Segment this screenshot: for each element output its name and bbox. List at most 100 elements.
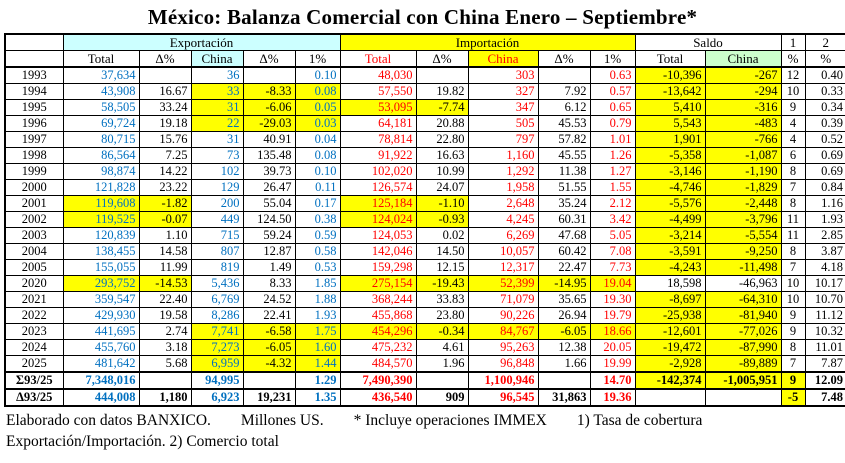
cell-exp-delta1: 16.67	[138, 83, 192, 100]
cell-saldo-china: -1,005,951	[704, 371, 782, 390]
cell-exp-total: 37,634	[62, 66, 140, 84]
cell-saldo-total: -4,499	[634, 211, 706, 228]
group-header-row: Exportación Importación Saldo 1 2	[4, 33, 845, 51]
cell-imp-delta1: -0.34	[415, 323, 469, 340]
cell-ratio-1: 7	[780, 355, 806, 373]
cell-saldo-china: -81,940	[704, 307, 782, 324]
cell-exp-china: 6,923	[190, 388, 244, 407]
cell-imp-delta2: 47.68	[537, 227, 591, 244]
cell-ratio-2: 0.34	[804, 99, 845, 116]
cell-imp-delta1: 20.88	[415, 115, 469, 132]
cell-imp-delta1: 22.80	[415, 131, 469, 148]
imp-pct-header: 1%	[589, 50, 636, 68]
cell-exp-china: 5,436	[190, 275, 244, 292]
cell-imp-china: 84,767	[467, 323, 539, 340]
cell-saldo-total: -19,472	[634, 339, 706, 356]
cell-exp-pct: 1.88	[294, 291, 341, 308]
cell-imp-total: 91,922	[339, 147, 417, 164]
column-header-row: Total Δ% China Δ% 1% Total Δ% China Δ% 1…	[4, 50, 845, 68]
cell-imp-delta2: 1.66	[537, 355, 591, 373]
cell-year: 1996	[4, 115, 64, 132]
cell-exp-pct: 0.17	[294, 195, 341, 212]
cell-saldo-china: -316	[704, 99, 782, 116]
cell-ratio-1: 4	[780, 115, 806, 132]
cell-exp-delta2: 135.48	[242, 147, 296, 164]
cell-ratio-1: 4	[780, 131, 806, 148]
cell-exp-china: 449	[190, 211, 244, 228]
cell-exp-china: 33	[190, 83, 244, 100]
cell-ratio-1: 10	[780, 291, 806, 308]
cell-ratio-2: 0.69	[804, 147, 845, 164]
cell-imp-total: 64,181	[339, 115, 417, 132]
cell-exp-delta2: 124.50	[242, 211, 296, 228]
cell-year: 1994	[4, 83, 64, 100]
imp-china-header: China	[467, 50, 539, 68]
cell-exp-delta2: 22.41	[242, 307, 296, 324]
cell-imp-pct: 7.08	[589, 243, 636, 260]
cell-imp-total: 125,184	[339, 195, 417, 212]
cell-imp-china: 303	[467, 66, 539, 84]
cell-imp-pct: 2.12	[589, 195, 636, 212]
cell-imp-pct: 1.26	[589, 147, 636, 164]
cell-imp-pct: 1.27	[589, 163, 636, 180]
cell-year: Σ93/25	[4, 371, 64, 390]
cell-imp-delta2: 60.42	[537, 243, 591, 260]
cell-exp-china: 22	[190, 115, 244, 132]
cell-saldo-total: -142,374	[634, 371, 706, 390]
cell-exp-china: 31	[190, 99, 244, 116]
cell-imp-delta2: 6.12	[537, 99, 591, 116]
cell-imp-delta1: 12.15	[415, 259, 469, 276]
cell-imp-delta2: 22.47	[537, 259, 591, 276]
cell-saldo-total: -13,642	[634, 83, 706, 100]
cell-year: 2003	[4, 227, 64, 244]
cell-exp-pct: 1.75	[294, 323, 341, 340]
cell-imp-pct: 20.05	[589, 339, 636, 356]
table-row: 1997 80,715 15.76 31 40.91 0.04 78,814 22.80 797…	[4, 131, 845, 148]
cell-imp-pct: 0.57	[589, 83, 636, 100]
cell-saldo-china: -46,963	[704, 275, 782, 292]
cell-imp-delta1: -1.10	[415, 195, 469, 212]
footer-note-1: 1) Tasa de cobertura	[576, 412, 703, 429]
cell-imp-china: 10,057	[467, 243, 539, 260]
cell-imp-china: 96,848	[467, 355, 539, 373]
cell-exp-china: 73	[190, 147, 244, 164]
table-row: 1994 43,908 16.67 33 -8.33 0.08 57,550 19.82 327…	[4, 83, 845, 100]
cell-year: 2022	[4, 307, 64, 324]
cell-exp-total: 138,455	[62, 243, 140, 260]
cell-saldo-china: -5,554	[704, 227, 782, 244]
cell-saldo-china: -267	[704, 66, 782, 84]
cell-exp-delta1: 33.24	[138, 99, 192, 116]
cell-ratio-1: -5	[780, 388, 806, 407]
cell-year: 2000	[4, 179, 64, 196]
cell-imp-total: 124,024	[339, 211, 417, 228]
cell-exp-delta2: -8.33	[242, 83, 296, 100]
cell-imp-china: 1,100,946	[467, 371, 539, 390]
balance-table: Exportación Importación Saldo 1 2 Total …	[4, 33, 845, 407]
cell-exp-china: 102	[190, 163, 244, 180]
cell-imp-total: 7,490,390	[339, 371, 417, 390]
table-row: 2021 359,547 22.40 6,769 24.52 1.88 368,244 33.…	[4, 291, 845, 308]
cell-exp-pct: 0.10	[294, 163, 341, 180]
cell-year: 2024	[4, 339, 64, 356]
cell-imp-china: 90,226	[467, 307, 539, 324]
footer-source: Elaborado con datos BANXICO.	[6, 412, 211, 429]
cell-imp-delta1: 4.61	[415, 339, 469, 356]
cell-saldo-total: -3,146	[634, 163, 706, 180]
cell-year: 2004	[4, 243, 64, 260]
saldo-group-header: Saldo	[634, 33, 782, 51]
cell-ratio-1: 12	[780, 66, 806, 84]
cell-imp-delta1: 33.83	[415, 291, 469, 308]
cell-imp-pct: 18.66	[589, 323, 636, 340]
cell-ratio-2: 0.39	[804, 115, 845, 132]
cell-ratio-2: 0.40	[804, 66, 845, 84]
table-row: 1993 37,634 36 0.10 48,030 303 0.63 -10,396 -267…	[4, 66, 845, 84]
cell-saldo-china: -87,990	[704, 339, 782, 356]
cell-exp-total: 121,828	[62, 179, 140, 196]
cell-exp-delta1: 19.58	[138, 307, 192, 324]
cell-ratio-1: 9	[780, 371, 806, 390]
saldo-total-header: Total	[634, 50, 706, 68]
footer-units: Millones US.	[240, 412, 324, 429]
cell-exp-total: 98,874	[62, 163, 140, 180]
cell-saldo-china: -11,498	[704, 259, 782, 276]
cell-imp-total: 455,868	[339, 307, 417, 324]
